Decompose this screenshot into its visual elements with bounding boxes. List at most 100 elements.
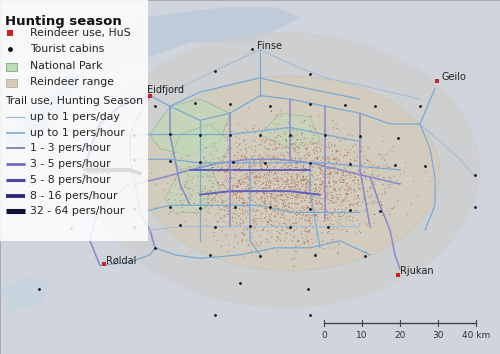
Point: [267, 180, 275, 185]
Point: [289, 256, 297, 262]
Point: [224, 212, 232, 217]
Point: [290, 207, 298, 213]
Point: [292, 201, 300, 206]
Point: [268, 188, 276, 194]
Point: [259, 185, 267, 191]
Point: [350, 158, 358, 164]
Point: [286, 205, 294, 210]
Point: [334, 170, 342, 175]
Point: [258, 182, 266, 187]
Point: [275, 178, 283, 184]
Point: [298, 190, 306, 196]
Point: [366, 225, 374, 230]
Point: [332, 199, 340, 205]
Point: [318, 230, 326, 235]
Point: [366, 185, 374, 191]
Point: [266, 214, 274, 219]
Point: [327, 226, 335, 232]
Point: [256, 175, 264, 181]
Point: [347, 201, 355, 206]
Point: [284, 225, 292, 231]
Point: [323, 183, 331, 189]
Point: [186, 185, 194, 191]
Point: [298, 232, 306, 237]
Point: [266, 217, 274, 222]
Point: [215, 182, 223, 188]
Point: [262, 180, 270, 185]
Point: [262, 207, 270, 213]
Point: [205, 177, 213, 183]
Point: [237, 173, 245, 179]
Point: [296, 242, 304, 248]
Point: [292, 194, 300, 200]
Point: [338, 199, 346, 205]
Point: [245, 177, 253, 183]
Point: [280, 199, 288, 204]
Point: [288, 133, 296, 139]
Point: [362, 199, 370, 205]
Point: [370, 162, 378, 168]
Point: [324, 172, 332, 177]
Point: [400, 169, 408, 174]
Point: [172, 183, 179, 188]
Point: [215, 163, 223, 169]
Point: [316, 171, 324, 176]
Point: [294, 165, 302, 170]
Point: [322, 144, 330, 150]
Point: [248, 154, 256, 160]
Point: [366, 186, 374, 192]
Point: [249, 224, 257, 230]
Point: [299, 140, 307, 145]
Point: [256, 196, 264, 201]
Point: [288, 142, 296, 148]
Point: [277, 188, 285, 193]
Point: [306, 164, 314, 169]
Point: [271, 213, 279, 218]
Point: [376, 202, 384, 208]
Point: [255, 178, 263, 184]
Point: [318, 224, 326, 229]
Point: [278, 201, 286, 207]
Point: [231, 232, 239, 238]
Point: [274, 236, 282, 242]
Point: [274, 170, 282, 175]
Point: [336, 178, 344, 184]
Point: [162, 173, 170, 179]
Point: [234, 160, 242, 166]
Point: [288, 180, 296, 186]
Point: [242, 237, 250, 243]
Point: [368, 165, 376, 170]
Point: [184, 172, 192, 177]
Point: [303, 239, 311, 245]
Point: [274, 178, 282, 184]
Point: [286, 122, 294, 127]
Point: [212, 164, 220, 170]
Point: [196, 199, 204, 205]
Point: [355, 186, 363, 192]
Point: [309, 124, 317, 129]
Point: [332, 155, 340, 161]
Point: [274, 209, 281, 215]
Point: [283, 179, 291, 184]
Point: [258, 194, 266, 200]
Point: [266, 195, 274, 201]
Point: [274, 133, 281, 139]
Point: [298, 235, 306, 241]
Point: [318, 145, 326, 151]
Point: [294, 195, 302, 201]
Point: [262, 150, 270, 155]
Point: [248, 184, 256, 190]
Point: [339, 172, 347, 178]
Point: [239, 196, 247, 202]
Point: [305, 178, 313, 184]
Point: [259, 186, 267, 192]
Point: [336, 187, 344, 193]
Point: [361, 194, 369, 200]
Point: [328, 143, 336, 149]
Point: [333, 147, 341, 153]
Point: [344, 160, 352, 166]
Point: [288, 209, 296, 215]
Point: [198, 142, 205, 148]
Point: [262, 205, 270, 211]
Point: [196, 161, 203, 167]
